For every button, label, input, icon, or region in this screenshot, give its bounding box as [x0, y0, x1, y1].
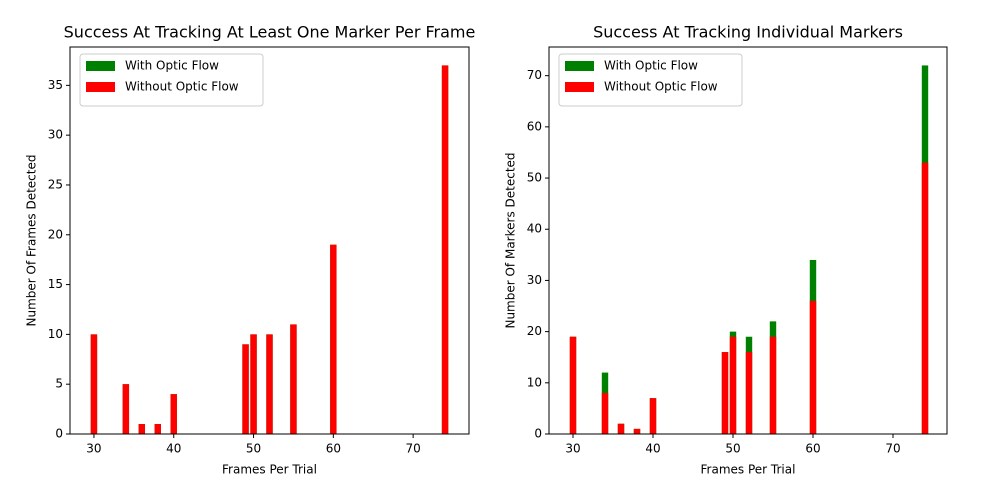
x-tick-label: 70	[885, 442, 900, 456]
y-tick-label: 25	[48, 177, 63, 191]
y-tick-label: 40	[527, 222, 542, 236]
x-tick-label: 60	[326, 442, 341, 456]
legend-swatch	[86, 82, 115, 92]
legend-label: With Optic Flow	[125, 59, 219, 73]
plot-frame	[548, 46, 948, 435]
legend-label: Without Optic Flow	[604, 80, 718, 94]
y-tick-label: 0	[534, 427, 542, 441]
chart-title: Success At Tracking Individual Markers	[593, 23, 903, 42]
bar	[170, 394, 177, 434]
legend-frame	[79, 53, 264, 107]
bar	[809, 300, 817, 434]
y-tick-label: 20	[527, 324, 542, 338]
y-tick-label: 70	[527, 68, 542, 82]
y-tick-label: 50	[527, 171, 542, 185]
y-tick-label: 5	[55, 377, 63, 391]
legend-swatch	[86, 61, 115, 71]
bar	[250, 334, 257, 434]
y-tick-label: 0	[55, 427, 63, 441]
x-tick-label: 40	[166, 442, 181, 456]
bar	[569, 336, 577, 434]
bar	[330, 244, 337, 434]
x-tick-label: 60	[805, 442, 820, 456]
bar	[745, 352, 753, 434]
y-tick-label: 15	[48, 277, 63, 291]
bar	[90, 334, 98, 434]
bar	[138, 424, 146, 434]
x-tick-label: 50	[725, 442, 740, 456]
legend-swatch	[565, 82, 594, 92]
x-axis-label: Frames Per Trial	[701, 463, 796, 477]
bar	[122, 384, 130, 434]
x-tick-label: 30	[86, 442, 101, 456]
y-tick-label: 20	[48, 227, 63, 241]
bar	[154, 424, 161, 434]
bar	[633, 428, 641, 434]
bar	[721, 352, 729, 434]
legend-frame	[558, 53, 743, 107]
y-tick-label: 10	[527, 375, 542, 389]
chart-title: Success At Tracking At Least One Marker …	[64, 23, 476, 42]
x-tick-label: 50	[246, 442, 261, 456]
x-axis-label: Frames Per Trial	[222, 463, 317, 477]
bar	[769, 336, 777, 434]
bar	[601, 393, 609, 434]
x-tick-label: 70	[405, 442, 420, 456]
bar	[921, 162, 929, 434]
legend-label: With Optic Flow	[604, 59, 698, 73]
legend-swatch	[565, 61, 594, 71]
y-axis-label: Number Of Frames Detected	[25, 155, 39, 327]
y-axis-label: Number Of Markers Detected	[504, 152, 518, 328]
bar	[242, 344, 249, 434]
bar	[617, 423, 625, 434]
y-tick-label: 10	[48, 327, 63, 341]
y-tick-label: 60	[527, 119, 542, 133]
bar	[266, 334, 273, 434]
bar	[649, 398, 657, 434]
bar	[290, 324, 297, 434]
x-tick-label: 40	[645, 442, 660, 456]
bar	[441, 65, 449, 434]
y-tick-label: 30	[527, 273, 542, 287]
x-tick-label: 30	[565, 442, 580, 456]
plot-frame	[69, 46, 470, 435]
y-tick-label: 35	[48, 78, 63, 92]
legend-label: Without Optic Flow	[125, 80, 239, 94]
y-tick-label: 30	[48, 128, 63, 142]
bar	[729, 336, 737, 434]
